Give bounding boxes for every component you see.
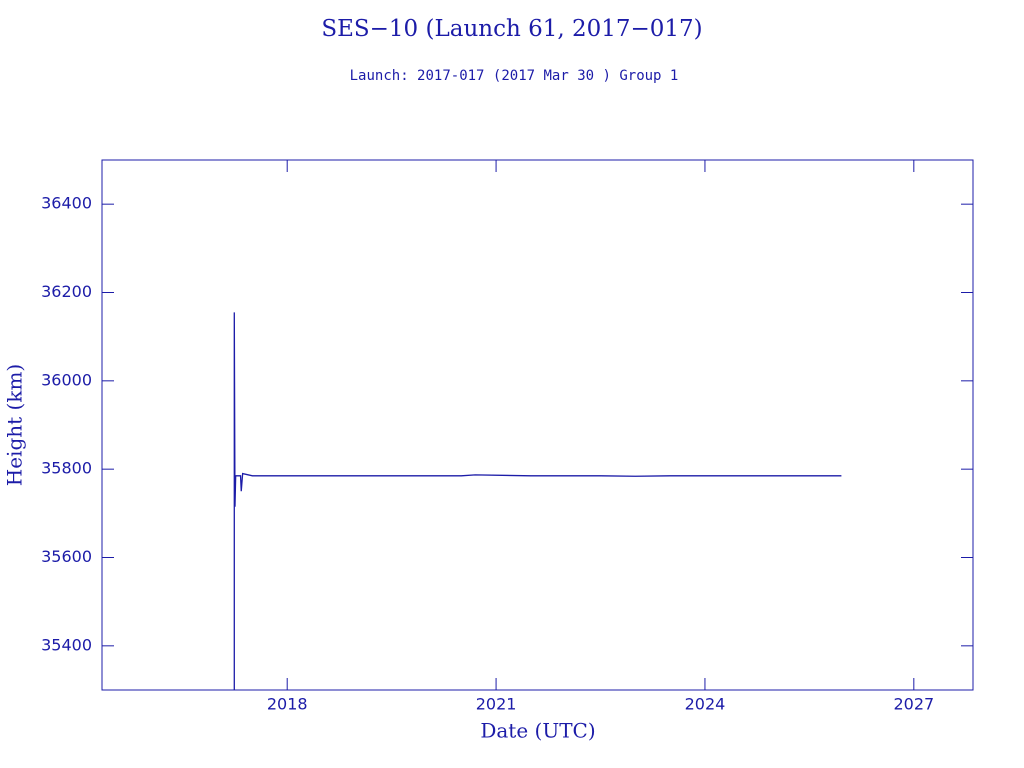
x-tick-label: 2018: [267, 695, 308, 714]
plot-frame: [101, 159, 974, 691]
y-tick-label: 35800: [41, 459, 92, 478]
y-axis-label: Height (km): [3, 364, 27, 486]
chart-subtitle: Launch: 2017-017 (2017 Mar 30 ) Group 1: [350, 68, 679, 84]
chart-title: SES−10 (Launch 61, 2017−017): [321, 16, 702, 42]
y-tick-label: 35600: [41, 547, 92, 566]
y-tick-label: 36400: [41, 194, 92, 213]
y-tick-label: 35400: [41, 635, 92, 654]
x-tick-label: 2021: [476, 695, 517, 714]
x-tick-label: 2027: [893, 695, 934, 714]
y-tick-label: 36200: [41, 282, 92, 301]
data-line: [233, 312, 842, 690]
y-tick-label: 36000: [41, 370, 92, 389]
x-axis-label: Date (UTC): [480, 719, 595, 743]
x-tick-label: 2024: [685, 695, 726, 714]
